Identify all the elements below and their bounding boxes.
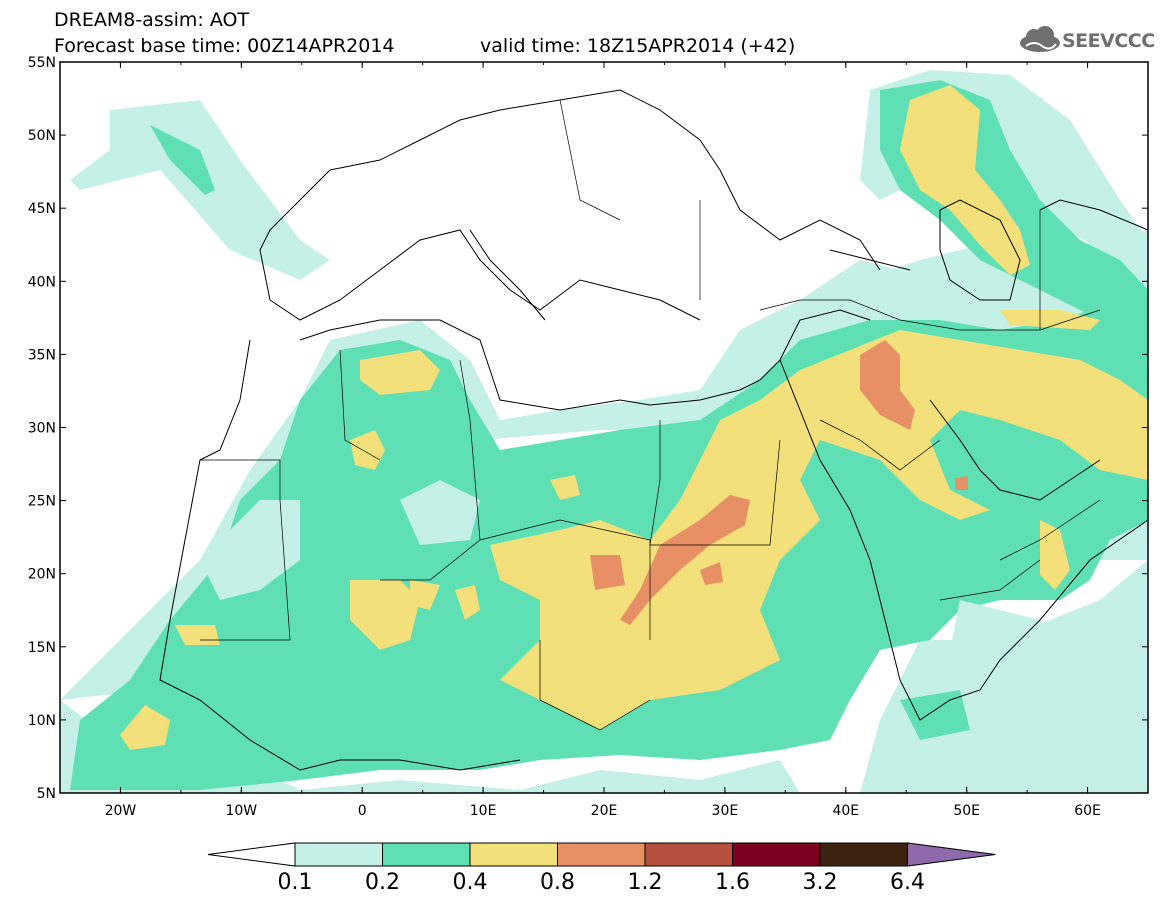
- legend-swatch: [382, 842, 471, 867]
- legend-swatch: [294, 842, 383, 867]
- lon-label: 10W: [225, 803, 257, 819]
- valid-time-label: valid time: 18Z15APR2014 (+42): [480, 35, 796, 57]
- aot-band-0-4: [120, 85, 1148, 750]
- seevccc-logo: [1018, 26, 1158, 56]
- lon-label: 60E: [1074, 803, 1101, 819]
- legend-swatch: [644, 842, 733, 867]
- tick-marks: [59, 61, 1149, 794]
- legend-label: 0.1: [277, 870, 313, 895]
- lon-label: 50E: [953, 803, 980, 819]
- lat-label: 20N: [28, 567, 56, 583]
- lon-label: 20E: [591, 803, 618, 819]
- legend-colorbar: [207, 842, 996, 867]
- lon-label: 0: [358, 803, 367, 819]
- legend-label: 1.6: [715, 870, 750, 895]
- legend-label: 1.2: [627, 870, 663, 895]
- legend-arrow-low: [207, 842, 296, 867]
- lat-label: 15N: [28, 640, 56, 656]
- legend-swatch: [469, 842, 558, 867]
- lat-label: 5N: [37, 786, 56, 802]
- lat-labels: 55N 50N 45N 40N 35N 30N 25N 20N 15N 10N 5N: [28, 55, 56, 802]
- cloud-icon: [1020, 26, 1060, 52]
- legend-label: 0.2: [365, 870, 400, 895]
- lat-label: 10N: [28, 713, 56, 729]
- lon-label: 20W: [105, 803, 137, 819]
- title-line-2: Forecast base time: 00Z14APR2014: [54, 35, 395, 57]
- legend-swatch: [557, 842, 646, 867]
- lat-label: 35N: [28, 347, 56, 363]
- legend-label: 6.4: [890, 870, 925, 895]
- title-line-1: DREAM8-assim: AOT: [54, 9, 250, 31]
- lon-label: 10E: [470, 803, 497, 819]
- legend-swatch: [819, 842, 908, 867]
- aot-field: [60, 70, 1148, 793]
- lat-label: 25N: [28, 494, 56, 510]
- lon-labels: 20W 10W 0 10E 20E 30E 40E 50E 60E: [105, 803, 1101, 819]
- legend-label: 3.2: [802, 870, 838, 895]
- aot-band-0-8: [590, 340, 968, 625]
- legend-arrow-high: [907, 842, 996, 867]
- lon-label: 40E: [832, 803, 859, 819]
- legend-swatch: [732, 842, 821, 867]
- lat-label: 50N: [28, 128, 56, 144]
- lat-label: 30N: [28, 421, 56, 437]
- lat-label: 45N: [28, 201, 56, 217]
- borders: [200, 99, 1101, 731]
- lat-label: 40N: [28, 274, 56, 290]
- legend-label: 0.4: [452, 870, 488, 895]
- logo-text: SEEVCCC: [1062, 30, 1155, 52]
- legend-label: 0.8: [540, 870, 575, 895]
- lat-label: 55N: [28, 55, 56, 71]
- lon-label: 30E: [712, 803, 739, 819]
- coastlines: [159, 89, 1148, 771]
